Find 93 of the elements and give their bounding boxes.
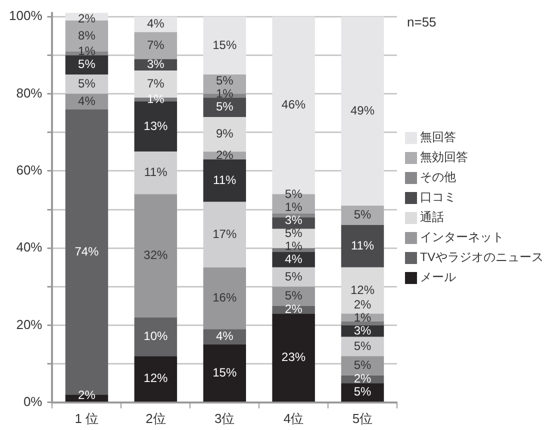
data-label: 4% [284,252,303,266]
legend-label: 通話 [420,209,444,226]
y-tick-label: 80% [16,85,43,100]
data-label: 13% [144,118,168,133]
data-label: 46% [282,98,306,112]
y-tick-label: 100% [9,8,43,24]
data-label: 12% [350,282,375,297]
bar [272,217,315,229]
bar [203,267,246,330]
bar [203,98,246,117]
data-label: 10% [144,329,168,344]
data-label: 2% [284,302,303,316]
legend-label: インターネット [420,229,504,246]
data-label: 3% [354,323,372,338]
data-label: 11% [350,238,374,252]
legend-label: 無回答 [420,129,456,146]
y-tick-label: 40% [16,240,43,255]
data-label: 2% [78,388,96,402]
data-label: 2% [354,372,372,386]
bar [341,206,384,225]
bar [134,356,178,402]
bar [341,267,384,314]
bar [341,16,384,206]
data-label: 5% [354,208,372,222]
x-tick-label: 5位 [352,410,373,426]
data-label: 74% [74,244,100,258]
data-label: 7% [147,76,165,90]
bar [134,194,178,318]
data-label: 11% [144,165,168,180]
legend-label: メール [420,269,456,286]
data-label: 5% [354,338,372,353]
x-tick-label: 3位 [214,410,235,426]
data-label: 15% [212,365,237,380]
data-label: 2% [78,12,96,26]
data-label: 12% [144,371,168,386]
data-label: 5% [216,74,234,88]
data-label: 15% [212,38,237,52]
data-label: 16% [212,290,237,305]
data-label: 32% [144,248,168,262]
x-tick-label: 4位 [283,410,304,426]
data-label: 1% [216,86,234,101]
x-tick-label: 2位 [146,410,166,426]
data-label: 2% [354,297,372,312]
bar [65,55,108,75]
data-label: 3% [147,57,165,72]
bar [341,336,384,356]
bar [272,252,315,268]
data-label: 49% [350,103,375,118]
data-label: 4% [147,16,165,31]
data-label: 4% [78,94,96,108]
data-label: 7% [147,38,165,52]
data-label: 23% [282,350,306,364]
data-label: 5% [284,186,303,201]
bar [134,102,178,152]
data-label: 11% [213,172,237,187]
bar [134,32,178,60]
data-label: 1% [354,310,372,324]
data-label: 4% [216,329,234,344]
y-tick-label: 60% [16,162,43,178]
data-label: 8% [78,28,96,42]
bar [341,321,384,326]
data-label: 5% [284,226,303,240]
bar [203,116,246,152]
bar [134,318,178,356]
data-label: 5% [354,384,372,399]
bar [203,16,246,75]
y-tick-label: 0% [23,394,43,409]
data-label: 5% [284,269,303,284]
bar [272,314,315,402]
bar [341,383,384,402]
data-label: 5% [78,57,96,72]
x-tick-label: 1 位 [74,410,99,426]
data-label: 3% [284,212,303,227]
y-tick-label: 20% [16,316,43,332]
data-label: 5% [354,358,372,372]
legend-label: TVやラジオのニュース [420,249,544,266]
data-label: 1% [284,200,303,214]
data-label: 2% [216,148,234,162]
data-label: 5% [216,100,234,114]
legend-label: その他 [420,169,456,186]
text: n=55 [407,14,436,30]
data-label: 1% [78,44,96,58]
data-label: 5% [284,288,303,303]
bar [341,224,384,268]
bar [203,344,246,402]
data-label: 17% [212,226,237,241]
bar [341,356,384,376]
data-label: 9% [216,126,234,141]
legend-label: 無効回答 [420,149,468,166]
bar [272,286,315,306]
data-label: 5% [78,76,96,90]
bar [203,159,246,202]
legend-label: 口コミ [420,189,456,206]
